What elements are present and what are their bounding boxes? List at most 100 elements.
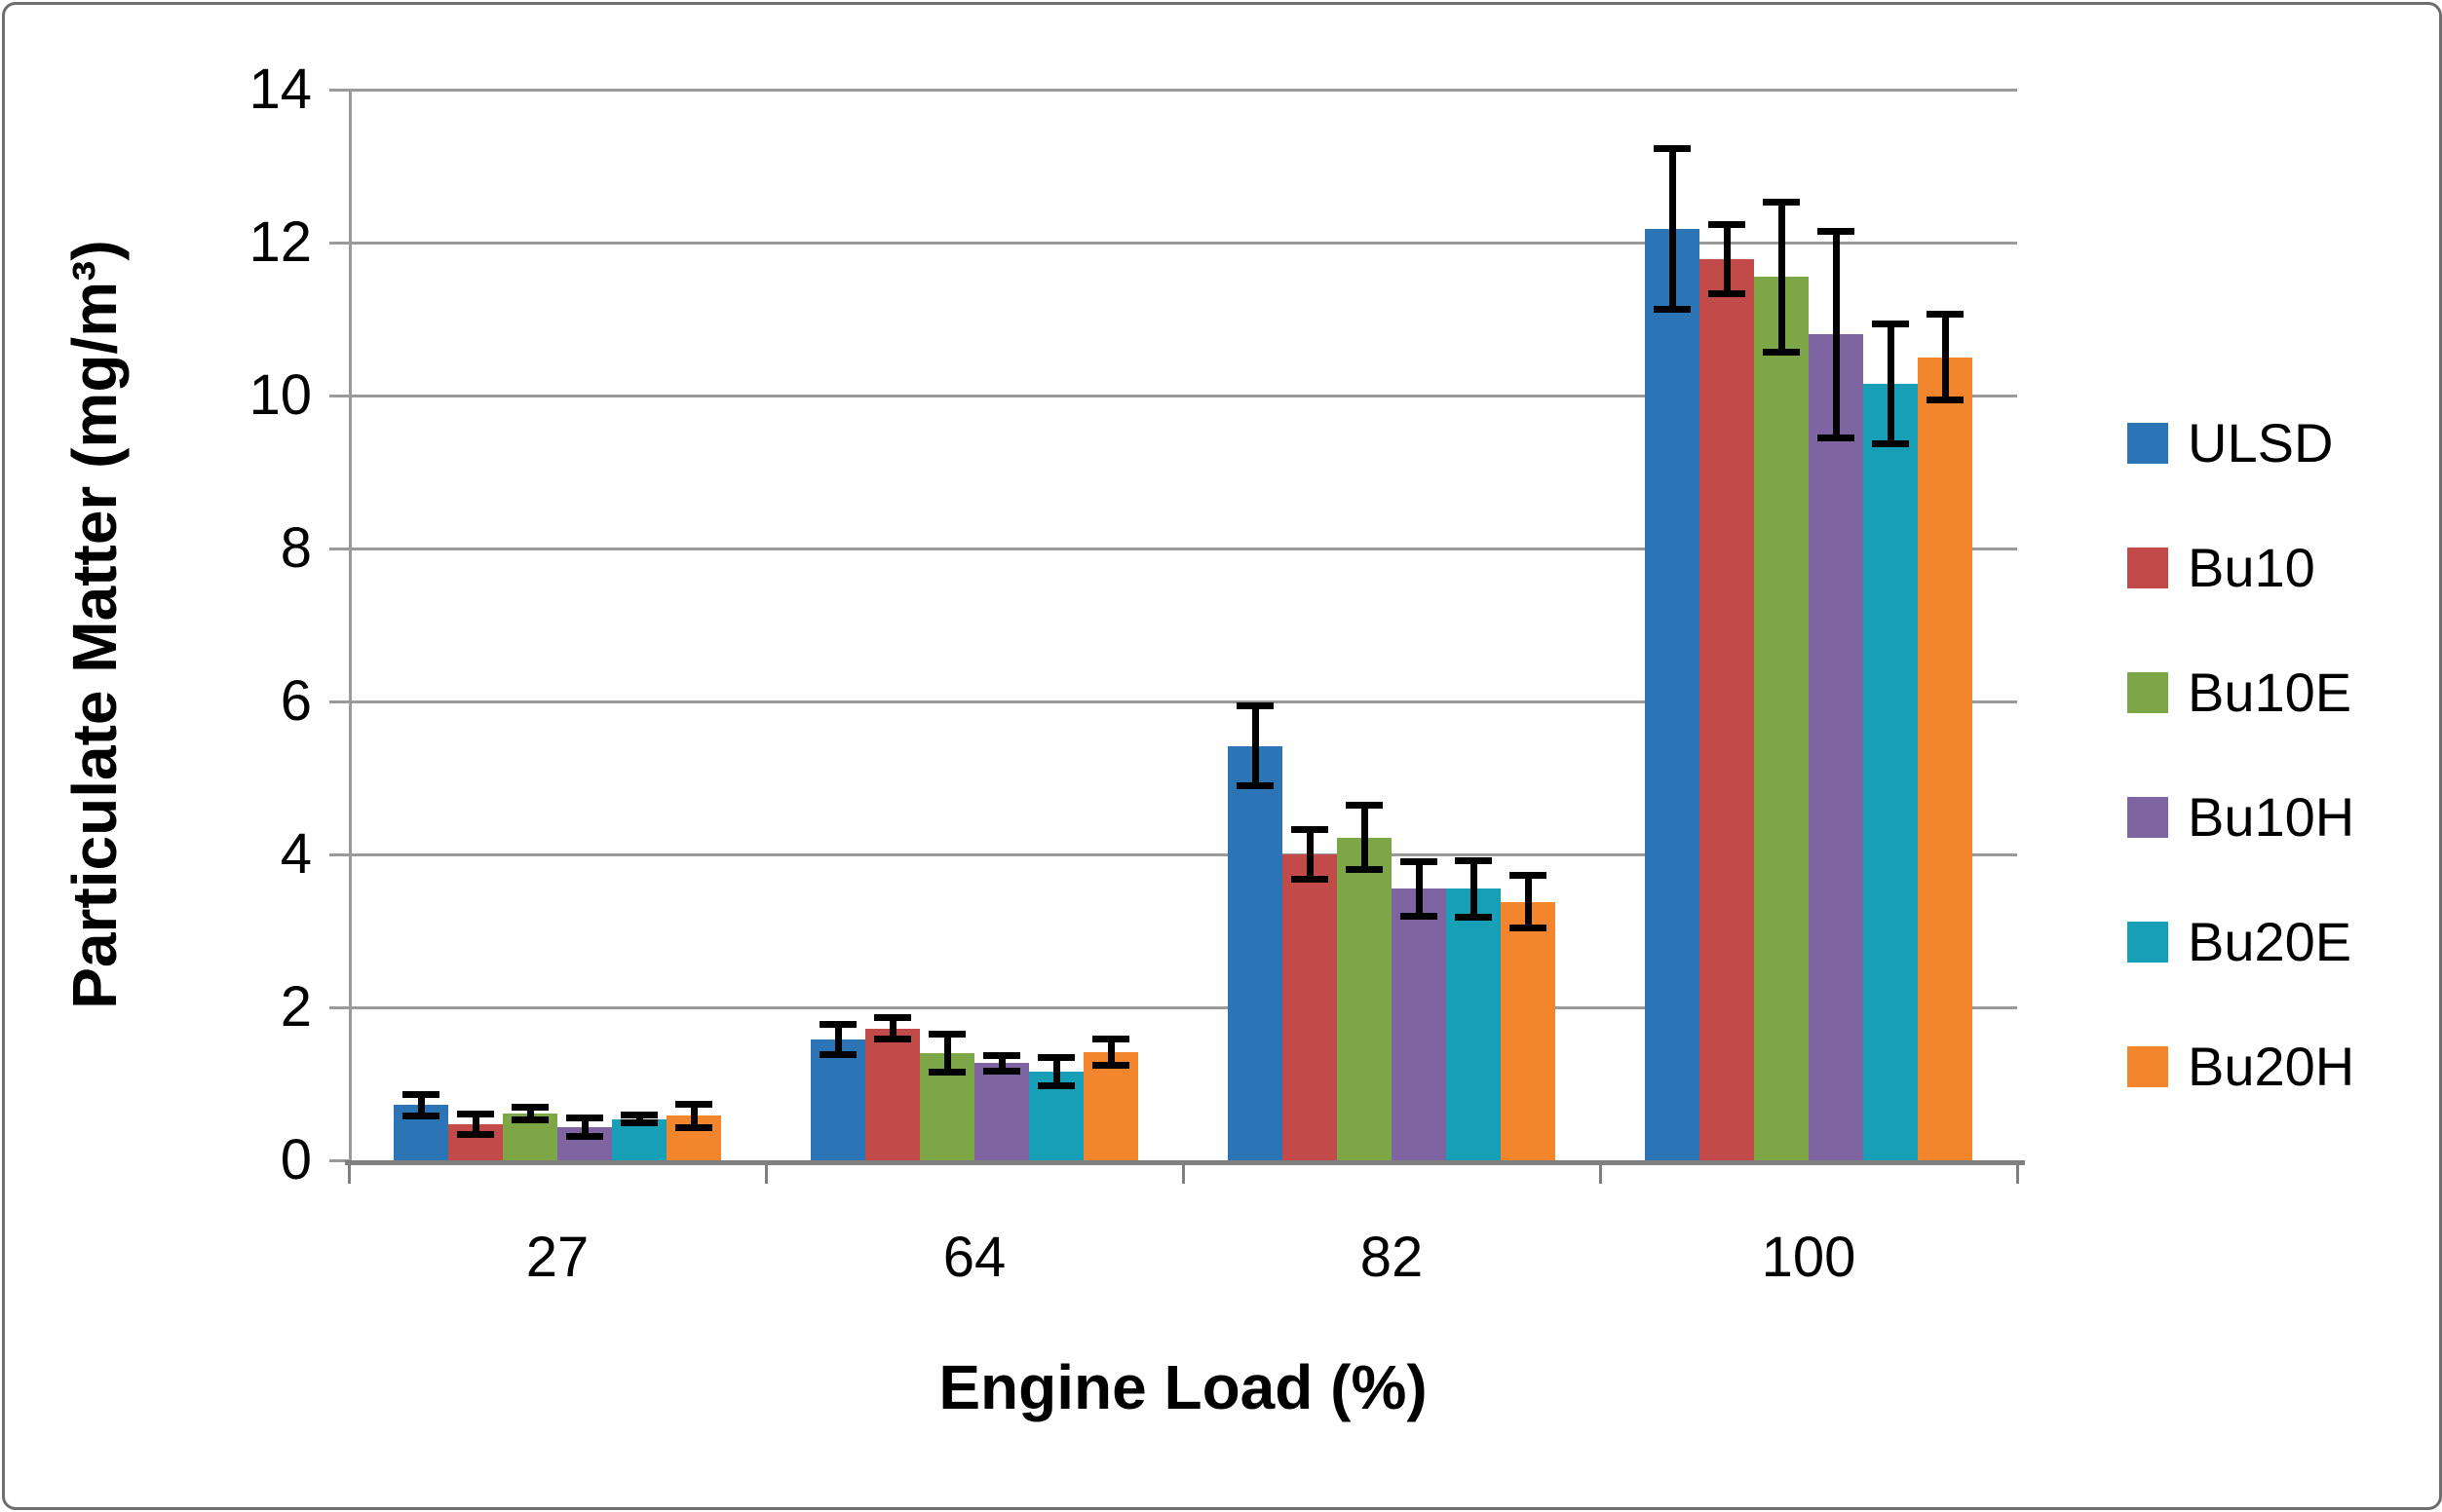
errorbar-cap-bottom-Bu20H-64 xyxy=(1092,1062,1129,1070)
errorbar-cap-top-Bu10E-82 xyxy=(1346,802,1383,810)
plot-area: 0 2 4 6 8 10 12 14 27 64 82 100 xyxy=(5,5,2439,1507)
errorbar-Bu10E-82 xyxy=(1360,805,1368,870)
y-tick-mark-0 xyxy=(329,1158,349,1162)
errorbar-cap-bottom-ULSD-100 xyxy=(1654,305,1691,313)
errorbar-ULSD-82 xyxy=(1251,705,1259,786)
errorbar-Bu10H-82 xyxy=(1415,861,1423,917)
y-tick-label-0: 0 xyxy=(280,1128,312,1191)
errorbar-Bu20H-82 xyxy=(1524,875,1532,928)
y-tick-label-8: 8 xyxy=(280,516,312,580)
errorbar-Bu10H-64 xyxy=(998,1055,1006,1072)
legend-label-Bu10: Bu10 xyxy=(2188,537,2315,598)
bar-ULSD-64 xyxy=(811,1039,865,1160)
x-tick-mark-0 xyxy=(347,1164,351,1184)
x-tick-label-100: 100 xyxy=(1761,1226,1856,1289)
y-axis-line xyxy=(349,90,352,1160)
bar-Bu10-64 xyxy=(865,1028,920,1160)
errorbar-cap-top-Bu20E-100 xyxy=(1872,321,1909,328)
errorbar-cap-top-Bu20H-100 xyxy=(1927,311,1964,319)
errorbar-cap-bottom-Bu10E-64 xyxy=(929,1069,966,1077)
gridline-y-10 xyxy=(349,394,2017,397)
errorbar-cap-top-Bu20E-27 xyxy=(621,1112,658,1119)
y-tick-label-4: 4 xyxy=(280,822,312,886)
errorbar-cap-top-Bu10-82 xyxy=(1291,825,1328,833)
gridline-y-6 xyxy=(349,699,2017,703)
errorbar-Bu10E-100 xyxy=(1777,202,1785,353)
errorbar-cap-top-Bu10H-27 xyxy=(566,1115,603,1122)
bar-Bu10E-100 xyxy=(1754,277,1809,1160)
gridline-y-4 xyxy=(349,852,2017,856)
legend-swatch-Bu10 xyxy=(2127,548,2168,588)
legend-label-Bu20H: Bu20H xyxy=(2188,1036,2355,1097)
errorbar-cap-bottom-Bu20E-100 xyxy=(1872,439,1909,447)
errorbar-ULSD-64 xyxy=(834,1024,842,1055)
y-tick-mark-4 xyxy=(329,852,349,856)
errorbar-ULSD-100 xyxy=(1668,148,1676,310)
errorbar-Bu10E-64 xyxy=(943,1034,951,1073)
errorbar-cap-top-Bu20H-27 xyxy=(675,1101,712,1109)
bar-Bu20H-82 xyxy=(1501,901,1555,1160)
y-tick-mark-8 xyxy=(329,547,349,550)
errorbar-cap-top-Bu20E-82 xyxy=(1455,856,1492,864)
errorbar-cap-top-Bu10H-64 xyxy=(983,1051,1020,1059)
legend-swatch-Bu10H xyxy=(2127,797,2168,838)
errorbar-cap-bottom-Bu10-64 xyxy=(874,1036,911,1043)
bar-Bu10-100 xyxy=(1699,259,1754,1160)
bar-Bu10H-100 xyxy=(1809,334,1863,1160)
y-tick-mark-10 xyxy=(329,394,349,397)
errorbar-cap-top-Bu10-64 xyxy=(874,1014,911,1022)
errorbar-Bu10-27 xyxy=(472,1114,479,1135)
errorbar-cap-top-Bu10-100 xyxy=(1708,221,1745,229)
errorbar-cap-bottom-Bu10-100 xyxy=(1708,290,1745,298)
x-tick-label-64: 64 xyxy=(942,1226,1007,1289)
errorbar-cap-top-Bu20H-82 xyxy=(1509,872,1546,880)
errorbar-cap-top-ULSD-27 xyxy=(402,1090,439,1098)
errorbar-ULSD-27 xyxy=(417,1094,425,1116)
bar-Bu20E-82 xyxy=(1446,888,1501,1160)
errorbar-cap-bottom-ULSD-27 xyxy=(402,1112,439,1119)
errorbar-Bu10H-100 xyxy=(1832,231,1840,438)
errorbar-cap-bottom-Bu10-82 xyxy=(1291,876,1328,884)
errorbar-cap-bottom-Bu10E-100 xyxy=(1763,348,1800,356)
x-tick-mark-1 xyxy=(764,1164,768,1184)
errorbar-cap-bottom-ULSD-82 xyxy=(1237,781,1274,789)
gridline-y-12 xyxy=(349,241,2017,245)
errorbar-cap-top-ULSD-82 xyxy=(1237,702,1274,710)
legend-label-ULSD: ULSD xyxy=(2188,412,2334,473)
errorbar-cap-top-Bu20H-64 xyxy=(1092,1036,1129,1043)
errorbar-cap-bottom-Bu10H-27 xyxy=(566,1133,603,1141)
y-tick-mark-12 xyxy=(329,241,349,245)
errorbar-Bu20E-64 xyxy=(1052,1057,1060,1086)
legend-label-Bu20E: Bu20E xyxy=(2188,911,2352,972)
x-tick-mark-4 xyxy=(2015,1164,2019,1184)
bar-ULSD-82 xyxy=(1228,745,1282,1160)
gridline-y-14 xyxy=(349,88,2017,92)
bar-Bu10H-82 xyxy=(1392,888,1446,1160)
y-tick-label-2: 2 xyxy=(280,975,312,1039)
errorbar-cap-top-Bu10H-100 xyxy=(1817,227,1854,235)
errorbar-cap-bottom-Bu10H-100 xyxy=(1817,434,1854,441)
errorbar-cap-bottom-Bu20H-27 xyxy=(675,1123,712,1131)
errorbar-cap-bottom-Bu20E-64 xyxy=(1038,1082,1075,1090)
errorbar-cap-top-Bu20E-64 xyxy=(1038,1053,1075,1061)
legend-swatch-Bu10E xyxy=(2127,672,2168,713)
errorbar-Bu10H-27 xyxy=(581,1117,589,1137)
errorbar-cap-top-Bu10-27 xyxy=(457,1111,494,1118)
errorbar-Bu20E-27 xyxy=(635,1115,643,1123)
bar-Bu20H-100 xyxy=(1918,357,1972,1160)
x-tick-mark-3 xyxy=(1598,1164,1602,1184)
errorbar-cap-bottom-ULSD-64 xyxy=(820,1051,857,1059)
errorbar-cap-top-Bu10E-64 xyxy=(929,1030,966,1038)
errorbar-cap-top-Bu10E-27 xyxy=(512,1104,549,1112)
legend-swatch-Bu20E xyxy=(2127,922,2168,963)
errorbar-cap-bottom-Bu10E-27 xyxy=(512,1115,549,1123)
errorbar-Bu20H-27 xyxy=(690,1104,698,1128)
y-tick-label-6: 6 xyxy=(280,669,312,733)
errorbar-cap-bottom-Bu20E-82 xyxy=(1455,913,1492,921)
bar-ULSD-100 xyxy=(1645,228,1699,1160)
errorbar-cap-bottom-Bu10-27 xyxy=(457,1130,494,1138)
y-tick-mark-2 xyxy=(329,1005,349,1009)
bar-Bu20E-100 xyxy=(1863,384,1918,1160)
bar-Bu10H-64 xyxy=(974,1063,1029,1160)
